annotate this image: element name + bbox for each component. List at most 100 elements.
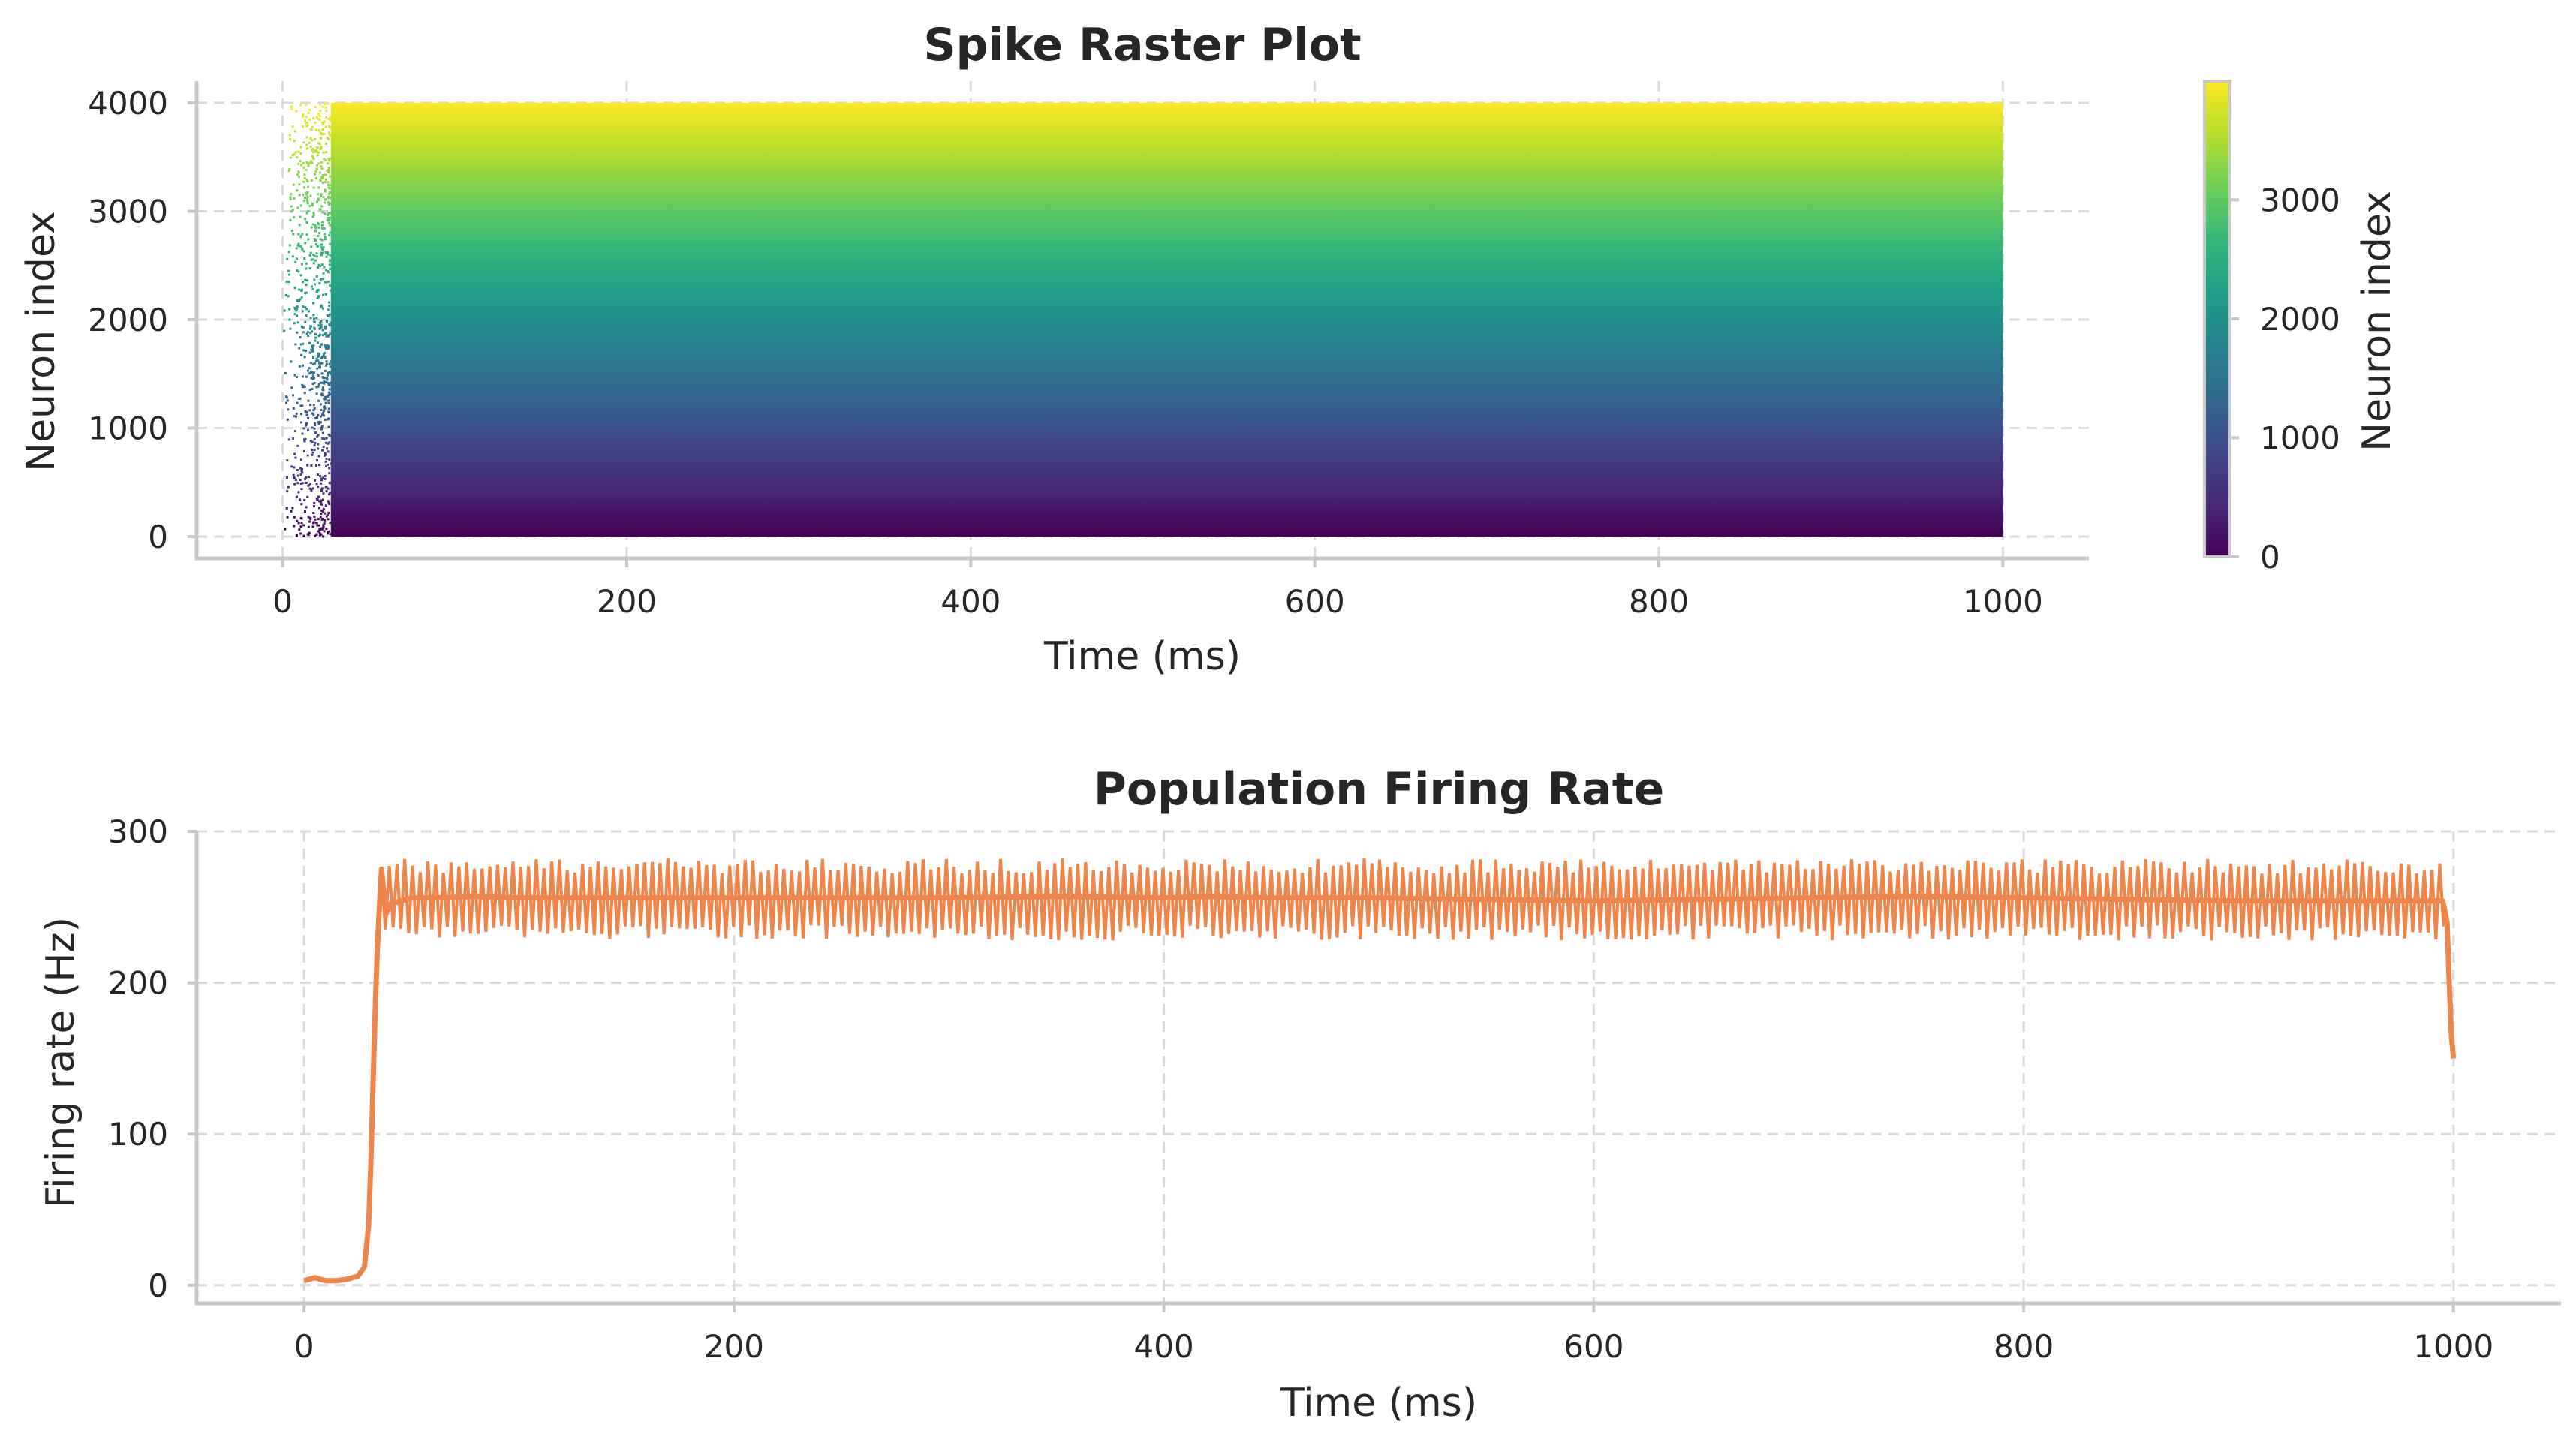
spike-dot bbox=[320, 193, 323, 196]
spike-dot bbox=[293, 452, 296, 455]
spike-dot bbox=[302, 281, 305, 284]
spike-dot bbox=[308, 341, 311, 344]
spike-dot bbox=[319, 516, 322, 519]
spike-dot bbox=[321, 355, 324, 358]
spike-dot bbox=[302, 524, 305, 527]
spike-dot bbox=[306, 180, 309, 183]
spike-dot bbox=[297, 171, 300, 174]
spike-dot bbox=[299, 234, 302, 237]
spike-dot bbox=[305, 262, 308, 265]
spike-dot bbox=[299, 467, 302, 470]
spike-dot bbox=[309, 251, 312, 254]
spike-dot bbox=[324, 332, 327, 335]
spike-dot bbox=[325, 178, 328, 181]
spike-dot bbox=[322, 414, 325, 417]
spike-dot bbox=[311, 330, 314, 333]
spike-dot bbox=[317, 455, 320, 458]
spike-dot bbox=[312, 158, 315, 161]
spike-dot bbox=[324, 269, 327, 272]
spike-dot bbox=[317, 443, 320, 446]
spike-dot bbox=[310, 160, 313, 163]
spike-dot bbox=[327, 125, 330, 128]
spike-dot bbox=[322, 176, 325, 179]
spike-dot bbox=[287, 170, 290, 173]
spike-dot bbox=[306, 191, 309, 194]
spike-dot bbox=[324, 344, 327, 347]
spike-dot bbox=[328, 493, 331, 496]
spike-dot bbox=[314, 464, 317, 467]
spike-dot bbox=[292, 473, 295, 476]
spike-dot bbox=[301, 471, 304, 474]
spike-dot bbox=[329, 116, 332, 119]
spike-dot bbox=[299, 146, 302, 149]
spike-dot bbox=[329, 242, 332, 245]
spike-dot bbox=[313, 173, 316, 176]
spike-dot bbox=[321, 386, 324, 389]
spike-dot bbox=[326, 219, 329, 222]
spike-dot bbox=[294, 151, 297, 154]
spike-dot bbox=[296, 331, 299, 334]
spike-dot bbox=[327, 102, 330, 105]
spike-dot bbox=[316, 289, 319, 292]
spike-dot bbox=[327, 374, 330, 377]
spike-dot bbox=[321, 510, 324, 513]
spike-dot bbox=[327, 253, 330, 256]
spike-dot bbox=[293, 483, 296, 486]
spike-dot bbox=[329, 134, 332, 137]
spike-dot bbox=[307, 310, 310, 313]
spike-dot bbox=[320, 408, 323, 411]
spike-dot bbox=[323, 382, 326, 385]
spike-dot bbox=[299, 274, 302, 277]
spike-dot bbox=[319, 238, 322, 241]
spike-dot bbox=[302, 161, 305, 164]
spike-dot bbox=[320, 509, 323, 512]
spike-dot bbox=[328, 362, 331, 365]
spike-dot bbox=[308, 254, 311, 257]
spike-dot bbox=[313, 238, 316, 241]
spike-dot bbox=[299, 245, 302, 248]
spike-dot bbox=[313, 326, 316, 329]
spike-dot bbox=[318, 103, 321, 106]
spike-dot bbox=[302, 385, 305, 388]
spike-dot bbox=[324, 474, 327, 477]
spike-dot bbox=[322, 507, 325, 510]
spike-dot bbox=[299, 482, 302, 485]
spike-dot bbox=[327, 221, 330, 224]
spike-dot bbox=[305, 136, 308, 139]
spike-dot bbox=[311, 487, 314, 490]
spike-dot bbox=[312, 314, 315, 317]
spike-dot bbox=[315, 275, 318, 278]
spike-dot bbox=[318, 232, 321, 235]
spike-dot bbox=[295, 412, 298, 415]
spike-dot bbox=[328, 482, 331, 485]
spike-dot bbox=[299, 152, 302, 155]
rate-x-tick-label: 600 bbox=[1563, 1328, 1624, 1365]
spike-dot bbox=[324, 325, 327, 328]
firing-rate-line bbox=[303, 866, 2457, 1284]
spike-dot bbox=[324, 102, 327, 105]
spike-dot bbox=[317, 263, 320, 266]
spike-dot bbox=[285, 507, 288, 510]
spike-dot bbox=[323, 352, 326, 355]
spike-dot bbox=[315, 498, 318, 501]
spike-dot bbox=[320, 449, 324, 452]
spike-dot bbox=[306, 198, 309, 201]
spike-dot bbox=[300, 488, 303, 491]
spike-dot bbox=[327, 213, 330, 216]
spike-dot bbox=[297, 233, 300, 236]
spike-dot bbox=[314, 137, 317, 140]
spike-dot bbox=[314, 122, 317, 125]
spike-dot bbox=[320, 224, 324, 227]
spike-dot bbox=[327, 197, 330, 200]
spike-dot bbox=[290, 107, 293, 110]
spike-dot bbox=[293, 476, 296, 479]
spike-dot bbox=[293, 306, 296, 309]
spike-dot bbox=[318, 110, 321, 113]
spike-dot bbox=[320, 392, 324, 395]
spike-dot bbox=[312, 505, 315, 508]
spike-dot bbox=[308, 267, 311, 270]
spike-dot bbox=[308, 487, 311, 490]
spike-dot bbox=[297, 270, 300, 273]
spike-dot bbox=[319, 265, 322, 268]
spike-dot bbox=[300, 421, 303, 424]
